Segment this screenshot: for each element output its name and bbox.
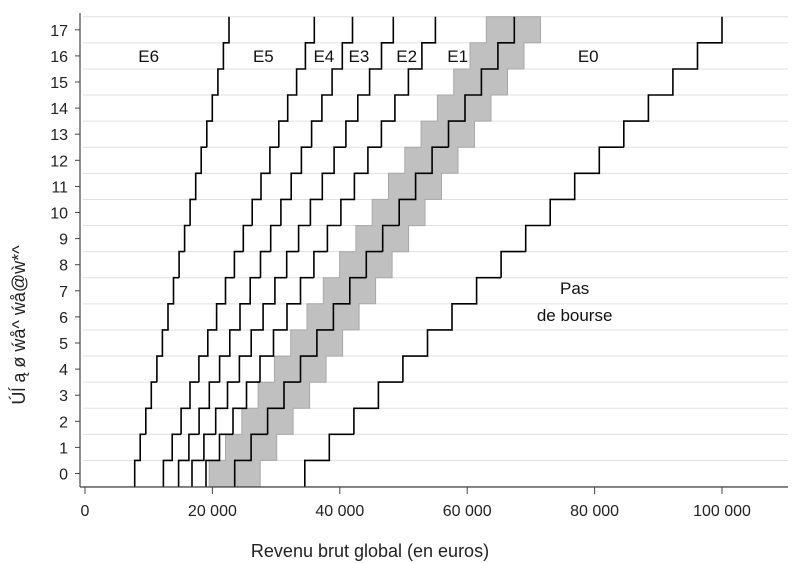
- y-tick-label: 14: [50, 101, 68, 118]
- zone-label-e2: E2: [396, 47, 417, 66]
- y-tick-label: 6: [59, 310, 68, 327]
- y-tick-label: 5: [59, 336, 68, 353]
- y-tick-label: 1: [59, 440, 68, 457]
- zone-label-e4: E4: [313, 47, 334, 66]
- zone-label-e6: E6: [138, 47, 159, 66]
- y-tick-label: 8: [59, 258, 68, 275]
- annotation-line-2: de bourse: [537, 306, 613, 325]
- x-tick-label: 40 000: [315, 503, 364, 520]
- zone-label-e3: E3: [349, 47, 370, 66]
- x-tick-label: 0: [81, 503, 90, 520]
- x-tick-label: 60 000: [443, 503, 492, 520]
- y-tick-label: 17: [50, 23, 68, 40]
- y-tick-label: 9: [59, 232, 68, 249]
- y-tick-label: 7: [59, 284, 68, 301]
- zone-label-e1: E1: [447, 47, 468, 66]
- y-tick-label: 13: [50, 127, 68, 144]
- annotation-line-1: Pas: [560, 279, 589, 298]
- y-tick-label: 3: [59, 388, 68, 405]
- y-axis-label: Úĺ ą ø ẃå^ ẃå@ẁ*^: [8, 245, 29, 405]
- y-tick-label: 16: [50, 49, 68, 66]
- y-tick-label: 12: [50, 153, 68, 170]
- y-tick-label: 0: [59, 467, 68, 484]
- y-tick-label: 15: [50, 75, 68, 92]
- x-axis-label: Revenu brut global (en euros): [251, 541, 489, 561]
- y-tick-label: 4: [59, 362, 68, 379]
- zone-label-e0: E0: [578, 47, 599, 66]
- zone-label-e5: E5: [253, 47, 274, 66]
- x-tick-label: 100 000: [693, 503, 751, 520]
- x-tick-label: 20 000: [188, 503, 237, 520]
- y-tick-label: 2: [59, 414, 68, 431]
- x-tick-label: 80 000: [570, 503, 619, 520]
- y-tick-label: 11: [51, 179, 68, 196]
- y-tick-label: 10: [50, 206, 68, 223]
